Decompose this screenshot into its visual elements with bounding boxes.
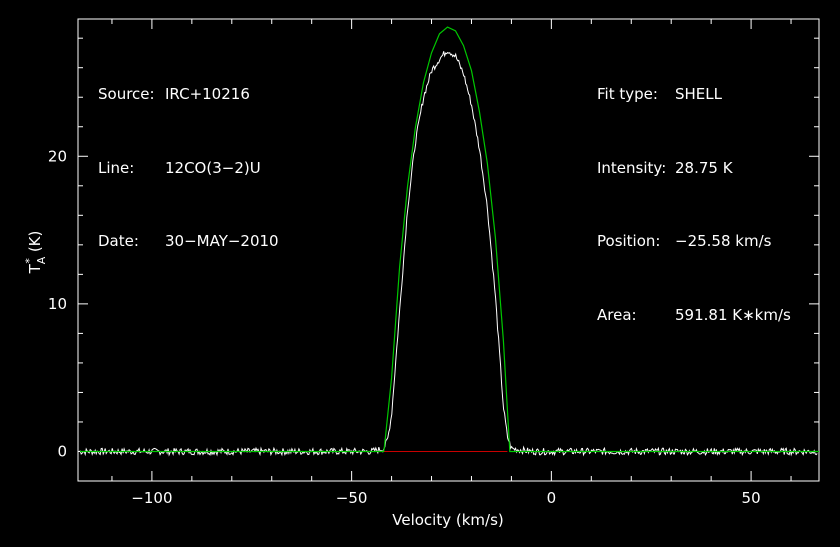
source-label: Source: bbox=[98, 85, 155, 103]
y-axis-ticks: 0 10 20 bbox=[48, 37, 819, 460]
date-label: Date: bbox=[98, 232, 139, 250]
header-right-info: Fit type: SHELL Intensity: 28.75 K Positio… bbox=[597, 33, 791, 352]
y-axis-label-sub: A bbox=[35, 256, 48, 264]
fit-series bbox=[80, 26, 819, 453]
svg-text:TA*(K): TA* (K) bbox=[23, 231, 48, 275]
x-axis-ticks: −100 −50 0 50 bbox=[111, 19, 792, 507]
date-value: 30−MAY−2010 bbox=[165, 232, 279, 250]
area-label: Area: bbox=[597, 305, 637, 324]
header-left-info: Source: IRC+10216 Line: 12CO(3−2)U Date: 30… bbox=[98, 33, 279, 278]
y-axis-label-main: T bbox=[26, 263, 44, 274]
x-tick-label: −50 bbox=[336, 489, 368, 507]
line-label: Line: bbox=[98, 158, 135, 177]
intensity-label: Intensity: bbox=[597, 158, 667, 177]
fit-type-label: Fit type: bbox=[597, 85, 658, 103]
y-tick-label: 20 bbox=[48, 147, 67, 165]
position-value: −25.58 km/s bbox=[675, 232, 772, 250]
fit-type-value: SHELL bbox=[675, 85, 722, 103]
area-value: 591.81 K∗km/s bbox=[675, 305, 791, 324]
y-axis-label: TA* (K) bbox=[23, 231, 48, 275]
y-tick-label: 0 bbox=[57, 442, 67, 460]
y-tick-label: 10 bbox=[48, 295, 67, 313]
x-axis-label: Velocity (km/s) bbox=[392, 511, 503, 529]
intensity-value: 28.75 K bbox=[675, 158, 733, 177]
line-value: 12CO(3−2)U bbox=[165, 158, 261, 177]
x-tick-label: 0 bbox=[547, 489, 557, 507]
position-label: Position: bbox=[597, 232, 661, 250]
y-axis-label-sup: * bbox=[23, 258, 36, 264]
x-tick-label: −100 bbox=[131, 489, 172, 507]
source-value: IRC+10216 bbox=[165, 85, 250, 103]
plot-frame bbox=[77, 18, 820, 482]
y-axis-label-unit: (K) bbox=[26, 231, 44, 253]
x-tick-label: 50 bbox=[742, 489, 761, 507]
